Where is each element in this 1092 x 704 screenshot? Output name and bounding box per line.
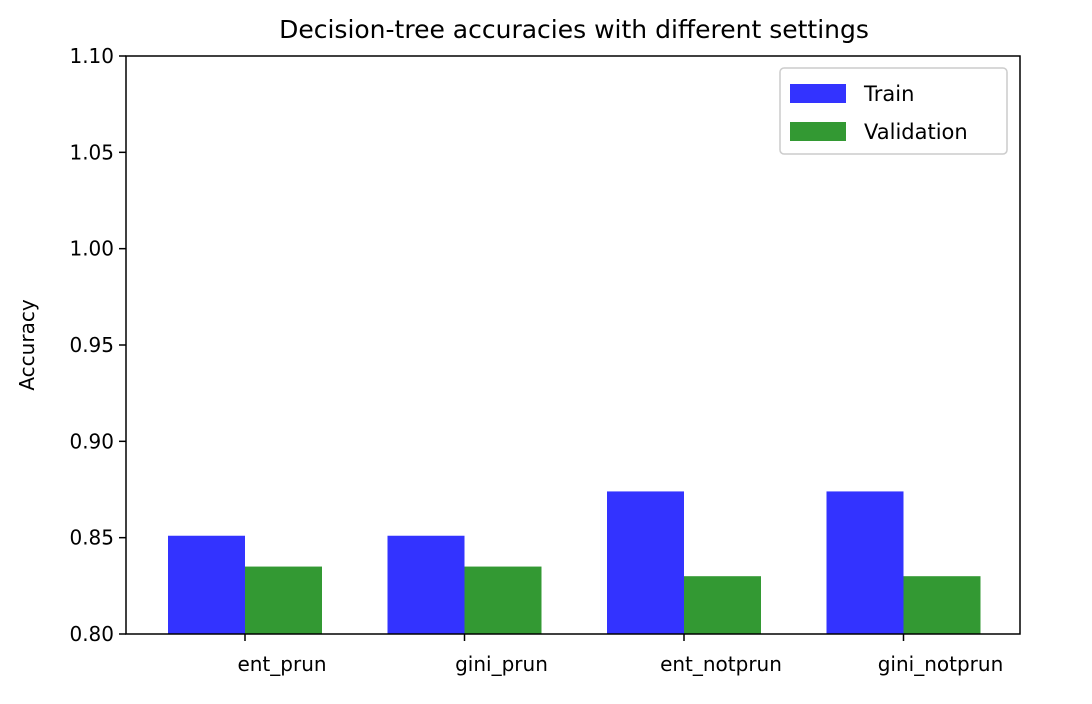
bar-train-gini_notprun (826, 491, 904, 634)
y-tick-label: 0.85 (69, 526, 114, 550)
legend: Train Validation (779, 67, 1008, 155)
y-tick-label: 1.00 (69, 237, 114, 261)
bar-train-ent_prun (168, 535, 245, 634)
y-axis-label: Accuracy (15, 299, 39, 390)
bar-validation-ent_notprun (684, 576, 761, 634)
y-tick-label: 1.10 (69, 44, 114, 68)
bars (168, 491, 981, 634)
bar-validation-ent_prun (245, 566, 322, 634)
bar-validation-gini_prun (464, 566, 542, 634)
legend-swatch-train (790, 84, 846, 103)
x-tick-label-ent_notprun: ent_notprun (660, 652, 782, 676)
bar-validation-gini_notprun (903, 576, 981, 634)
bar-train-gini_prun (387, 535, 465, 634)
x-tick-label-gini_prun: gini_prun (455, 652, 548, 676)
y-tick-label: 0.90 (69, 429, 114, 453)
y-tick-label: 0.80 (69, 622, 114, 646)
y-tick-label: 1.05 (69, 140, 114, 164)
chart-title: Decision-tree accuracies with different … (279, 15, 869, 44)
legend-swatch-validation (790, 122, 846, 141)
bar-train-ent_notprun (607, 491, 684, 634)
axes: 0.80 0.85 0.90 0.95 1.00 1.05 1.10 ent_prun gini… (69, 44, 1021, 676)
x-tick-label-ent_prun: ent_prun (237, 652, 326, 676)
x-tick-label-gini_notprun: gini_notprun (878, 652, 1004, 676)
legend-label-train: Train (863, 82, 914, 106)
y-tick-label: 0.95 (69, 333, 114, 357)
legend-label-validation: Validation (864, 120, 968, 144)
